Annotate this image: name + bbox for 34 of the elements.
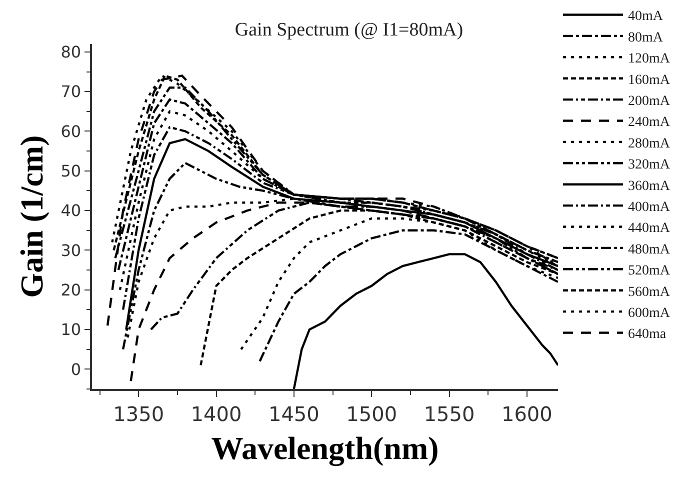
chart-title: Gain Spectrum (@ I1=80mA) [234, 20, 464, 41]
legend-label: 160mA [628, 72, 671, 88]
legend-label: 440mA [628, 221, 671, 236]
y-tick-label: 20 [60, 280, 82, 300]
y-tick-label: 50 [60, 162, 82, 180]
x-tick-label: 1600 [501, 402, 552, 426]
y-tick-label: 30 [60, 240, 82, 260]
y-tick-label: 10 [60, 320, 82, 340]
legend-label: 280mA [628, 136, 671, 152]
legend-label: 480mA [628, 242, 671, 258]
y-tick-label: 80 [60, 42, 82, 62]
legend-label: 640ma [628, 327, 667, 342]
legend-label: 360mA [628, 178, 671, 194]
x-axis-title: Wavelength(nm) [211, 430, 439, 468]
legend-label: 520mA [628, 264, 671, 279]
x-tick-label: 1450 [268, 402, 320, 426]
legend-label: 600mA [628, 306, 671, 322]
x-tick-label: 1550 [424, 402, 475, 426]
y-axis-title: Gain (1/cm) [13, 135, 50, 298]
x-tick-label: 1400 [190, 402, 242, 426]
y-tick-label: 0 [70, 360, 82, 379]
legend-label: 200mA [628, 94, 671, 110]
x-tick-label: 1350 [113, 402, 164, 426]
legend-label: 240mA [628, 115, 671, 130]
y-tick-label: 70 [60, 82, 82, 102]
legend-label: 400mA [628, 200, 671, 216]
x-tick-label: 1500 [346, 402, 398, 426]
legend-label: 560mA [628, 284, 671, 300]
legend-label: 40mA [628, 9, 664, 24]
legend-label: 320mA [628, 158, 671, 173]
y-tick-label: 60 [60, 122, 82, 141]
y-tick-label: 40 [60, 201, 82, 220]
legend-label: 80mA [628, 30, 664, 46]
legend-label: 120mA [628, 52, 671, 67]
